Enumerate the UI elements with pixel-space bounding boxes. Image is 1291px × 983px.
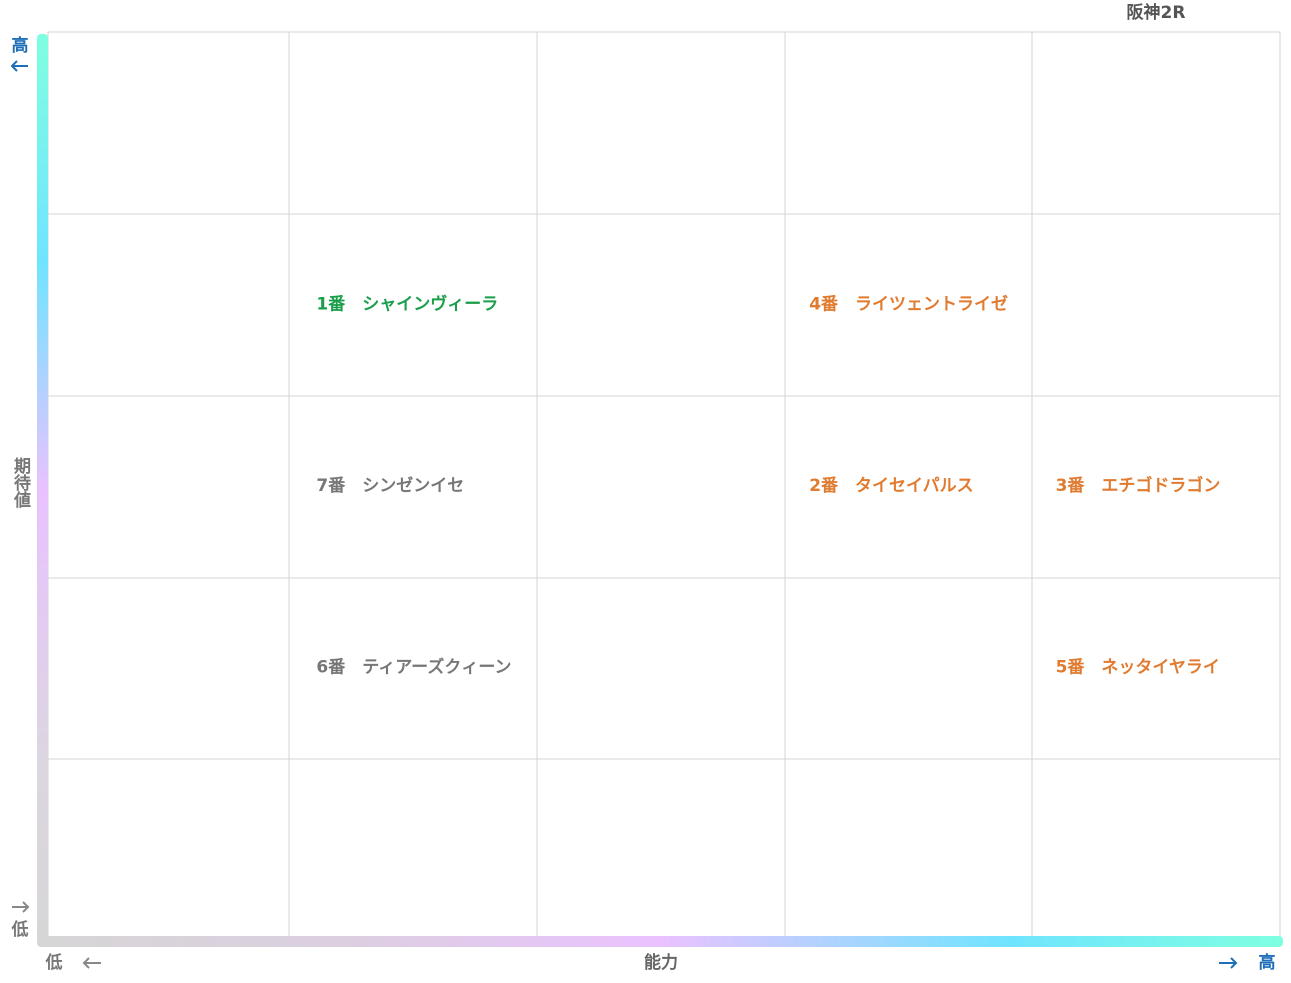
y-high-label: 高	[12, 35, 29, 56]
y-low-label: 低	[11, 919, 29, 940]
horse-label: 3番 エチゴドラゴン	[1056, 475, 1221, 496]
y-up-arrow	[10, 60, 28, 72]
horse-label: 1番 シャインヴィーラ	[316, 293, 498, 314]
horse-label: 2番 タイセイパルス	[809, 476, 974, 496]
horse-label: 4番 ライツェントライゼ	[809, 293, 1008, 314]
y-axis-label: 期待値	[10, 457, 32, 509]
x-low-label: 低	[45, 952, 63, 973]
x-axis-label: 能力	[644, 952, 678, 973]
x-axis-bar	[37, 936, 1283, 947]
y-axis-bar	[37, 34, 48, 946]
x-left-arrow	[82, 957, 101, 969]
horse-label: 7番 シンゼンイセ	[316, 475, 464, 496]
title: 阪神2R	[1127, 2, 1186, 23]
y-down-arrow	[12, 901, 30, 913]
horse-label: 5番 ネッタイヤライ	[1056, 658, 1220, 678]
horse-label: 6番 ティアーズクィーン	[316, 657, 511, 678]
x-high-label: 高	[1259, 952, 1276, 973]
x-right-arrow	[1219, 957, 1238, 969]
